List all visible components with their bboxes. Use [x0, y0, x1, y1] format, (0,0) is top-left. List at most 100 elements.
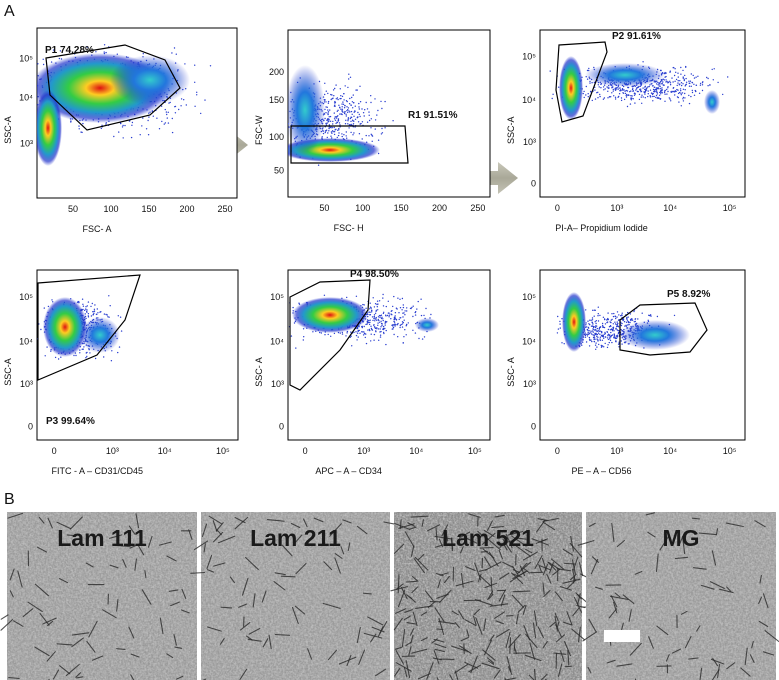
x-axis-label: FSC- H — [334, 223, 364, 233]
event-dot — [106, 314, 108, 316]
cell — [454, 663, 469, 674]
cell — [549, 562, 554, 574]
cell — [464, 619, 477, 626]
event-dot — [356, 332, 359, 334]
event-dot — [117, 351, 119, 354]
event-dot — [397, 322, 399, 325]
cell — [486, 537, 501, 551]
event-dot — [670, 100, 672, 102]
event-dot — [411, 306, 413, 309]
event-dot — [331, 127, 333, 129]
event-dot — [47, 305, 50, 308]
event-dot — [324, 131, 326, 134]
event-dot — [171, 52, 173, 54]
event-dot — [674, 80, 676, 83]
event-dot — [620, 97, 623, 99]
event-dot — [610, 336, 612, 338]
cell — [680, 610, 688, 615]
event-dot — [616, 321, 618, 323]
event-dot — [331, 98, 333, 100]
event-dot — [551, 97, 553, 100]
event-dot — [666, 88, 668, 91]
event-dot — [204, 99, 206, 101]
x-tick-label: 0 — [52, 446, 57, 456]
gate-label: P3 99.64% — [46, 416, 95, 427]
cell — [52, 669, 60, 680]
cell — [622, 594, 635, 604]
event-dot — [607, 338, 610, 341]
event-dot — [333, 133, 336, 136]
event-dot — [679, 83, 681, 85]
event-dot — [658, 94, 661, 97]
cell — [400, 586, 408, 600]
event-dot — [654, 89, 656, 91]
event-dot — [374, 119, 377, 121]
cell — [266, 519, 285, 522]
event-dot — [85, 306, 87, 308]
event-dot — [368, 119, 371, 122]
event-dot — [707, 77, 709, 80]
event-dot — [608, 341, 610, 344]
cell — [511, 594, 524, 608]
cell — [445, 532, 449, 542]
event-dot — [120, 330, 123, 332]
cell — [410, 545, 415, 557]
event-dot — [711, 68, 713, 71]
cell — [303, 518, 308, 528]
event-dot — [122, 124, 124, 127]
cell — [406, 580, 418, 583]
event-dot — [152, 115, 154, 117]
cell — [542, 641, 548, 649]
event-dot — [368, 323, 371, 326]
event-dot — [24, 68, 25, 69]
cell — [261, 590, 267, 603]
x-tick-label: 250 — [470, 203, 485, 213]
event-dot — [395, 318, 398, 321]
event-dot — [335, 122, 337, 125]
event-dot — [57, 358, 60, 360]
cell — [483, 639, 493, 656]
event-dot — [343, 93, 345, 95]
y-axis-label: SSC-A — [506, 116, 516, 144]
event-dot — [368, 328, 371, 331]
cell — [616, 539, 625, 548]
event-dot — [663, 91, 666, 94]
event-dot — [593, 335, 595, 337]
event-dot — [81, 298, 84, 300]
event-dot — [589, 82, 591, 84]
event-dot — [347, 107, 350, 109]
event-dot — [184, 63, 186, 65]
cell — [88, 620, 98, 638]
cell — [458, 610, 465, 620]
event-dot — [50, 61, 53, 63]
event-dot — [597, 97, 599, 99]
event-dot — [365, 342, 368, 345]
event-dot — [593, 337, 596, 339]
event-dot — [362, 331, 364, 333]
event-dot — [347, 111, 349, 114]
event-dot — [593, 315, 595, 317]
event-dot — [327, 92, 329, 95]
cell — [562, 621, 573, 626]
event-dot — [353, 115, 355, 118]
event-dot — [350, 120, 352, 123]
density-blob — [292, 297, 368, 333]
event-dot — [621, 314, 623, 316]
event-dot — [599, 93, 601, 96]
image-cells — [7, 512, 197, 680]
event-dot — [344, 105, 346, 107]
cell — [432, 657, 443, 661]
event-dot — [382, 319, 384, 322]
event-dot — [640, 96, 642, 98]
event-dot — [615, 341, 617, 343]
event-dot — [588, 345, 591, 347]
cell — [395, 662, 412, 672]
cell — [190, 571, 206, 574]
event-dot — [349, 76, 352, 79]
event-dot — [669, 71, 671, 73]
event-dot — [91, 302, 94, 305]
event-dot — [627, 94, 629, 97]
cell — [394, 522, 410, 530]
event-dot — [333, 131, 336, 133]
event-dot — [340, 95, 342, 97]
